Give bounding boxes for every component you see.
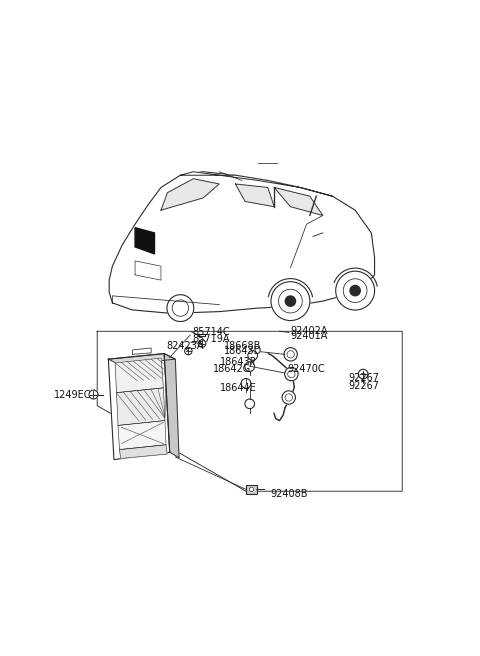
Text: 92267: 92267 bbox=[349, 381, 380, 391]
Polygon shape bbox=[198, 333, 205, 336]
Polygon shape bbox=[115, 358, 163, 393]
Text: 18643P: 18643P bbox=[220, 357, 257, 367]
Polygon shape bbox=[274, 188, 323, 215]
Text: 92470C: 92470C bbox=[287, 364, 324, 374]
Text: 85719A: 85719A bbox=[192, 335, 229, 344]
Polygon shape bbox=[109, 172, 374, 314]
Polygon shape bbox=[235, 184, 274, 207]
Circle shape bbox=[271, 281, 310, 321]
Circle shape bbox=[198, 340, 206, 347]
Circle shape bbox=[285, 367, 298, 380]
Text: 82423A: 82423A bbox=[166, 340, 204, 351]
Circle shape bbox=[359, 369, 368, 379]
Text: 18644E: 18644E bbox=[220, 383, 257, 393]
Circle shape bbox=[241, 379, 251, 388]
Circle shape bbox=[285, 296, 296, 306]
Polygon shape bbox=[180, 172, 333, 196]
Text: 92401A: 92401A bbox=[290, 331, 328, 341]
Text: 1249EC: 1249EC bbox=[54, 390, 92, 400]
Circle shape bbox=[89, 390, 98, 399]
Polygon shape bbox=[135, 228, 155, 254]
Bar bbox=[246, 485, 257, 494]
Circle shape bbox=[282, 391, 296, 404]
Polygon shape bbox=[135, 261, 161, 280]
Polygon shape bbox=[108, 354, 170, 460]
Polygon shape bbox=[164, 354, 179, 458]
Circle shape bbox=[350, 285, 360, 296]
Circle shape bbox=[284, 348, 297, 361]
Text: 92267: 92267 bbox=[349, 373, 380, 383]
Polygon shape bbox=[117, 388, 165, 425]
Text: 92408B: 92408B bbox=[270, 489, 308, 499]
Circle shape bbox=[185, 347, 192, 355]
Text: 92402A: 92402A bbox=[290, 326, 328, 337]
Polygon shape bbox=[120, 445, 167, 459]
Text: 85714C: 85714C bbox=[192, 327, 230, 337]
Polygon shape bbox=[97, 331, 402, 491]
Circle shape bbox=[245, 362, 254, 371]
Circle shape bbox=[248, 350, 258, 360]
Text: 18643D: 18643D bbox=[224, 346, 262, 356]
Polygon shape bbox=[108, 354, 175, 365]
Text: 18642G: 18642G bbox=[213, 364, 251, 374]
Text: 18668B: 18668B bbox=[224, 340, 261, 351]
Polygon shape bbox=[161, 178, 219, 210]
Circle shape bbox=[336, 271, 374, 310]
Polygon shape bbox=[118, 420, 166, 449]
Circle shape bbox=[167, 295, 194, 321]
Polygon shape bbox=[132, 348, 151, 354]
Circle shape bbox=[249, 487, 254, 491]
Circle shape bbox=[245, 399, 254, 409]
